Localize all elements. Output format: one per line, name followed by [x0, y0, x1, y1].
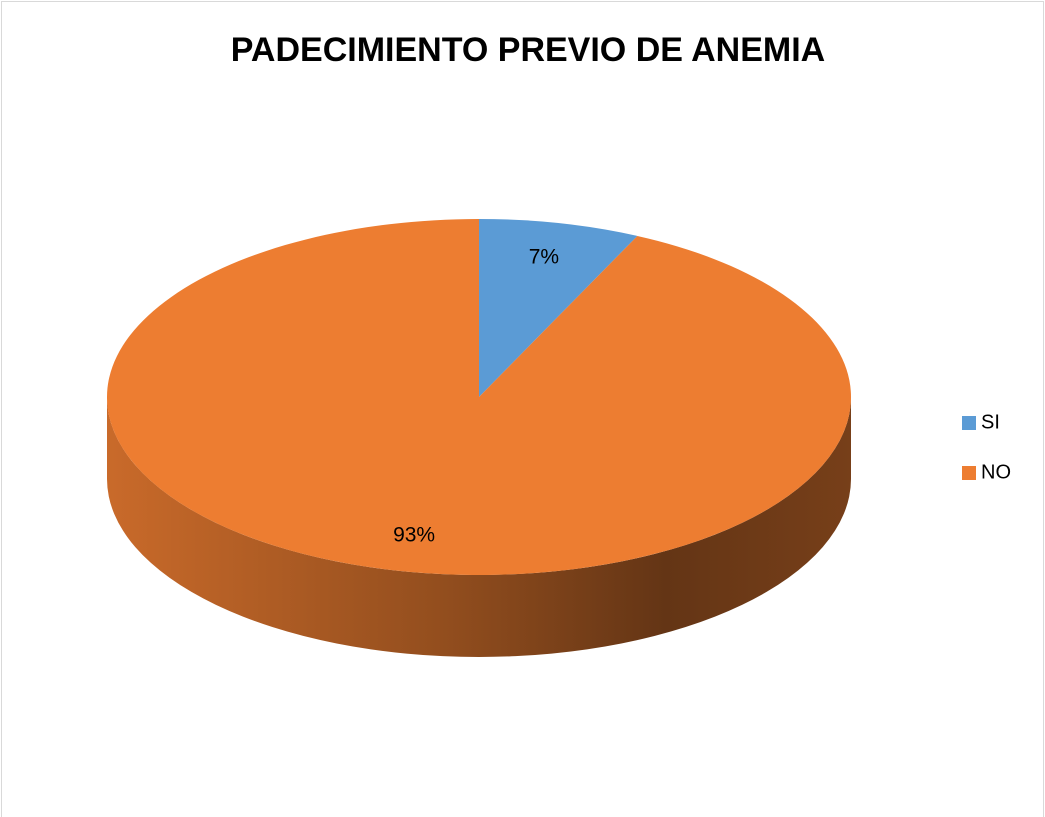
data-label: 93%	[393, 524, 435, 547]
pie-slice	[107, 219, 852, 576]
legend-label: SI	[981, 411, 1000, 433]
legend-swatch	[962, 466, 976, 480]
pie-slice	[479, 219, 638, 397]
chart-title: PADECIMIENTO PREVIO DE ANEMIA	[231, 31, 825, 69]
legend-label: NO	[981, 461, 1011, 483]
pie-side	[107, 397, 851, 657]
data-label: 7%	[529, 246, 559, 269]
legend-swatch	[962, 416, 976, 430]
